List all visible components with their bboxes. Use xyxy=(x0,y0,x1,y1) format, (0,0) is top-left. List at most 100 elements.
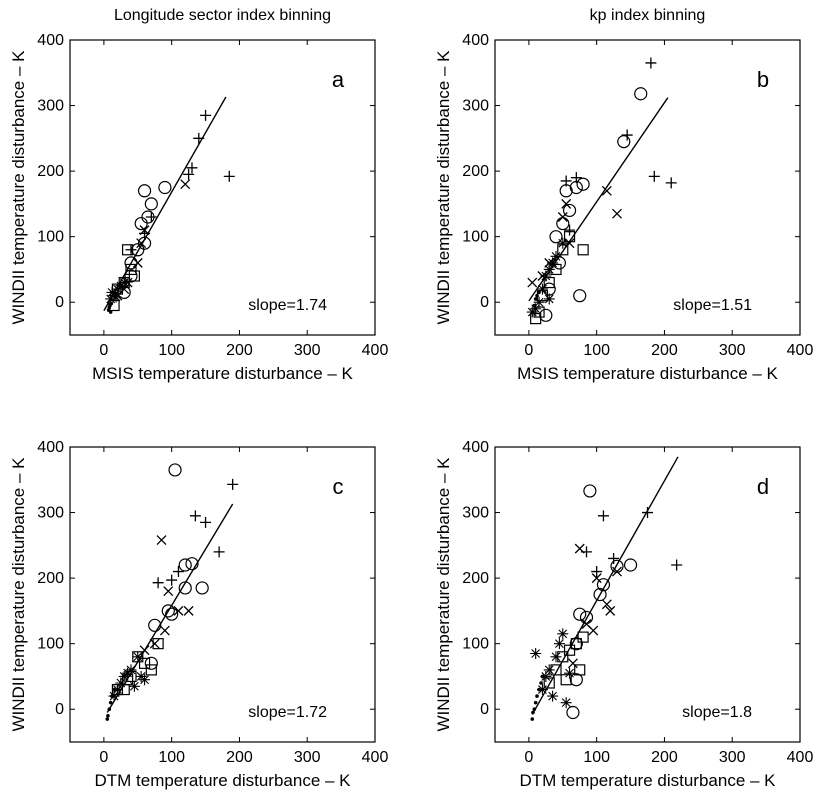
data-point-square xyxy=(138,657,151,669)
data-point-star xyxy=(540,670,552,682)
data-point-circle xyxy=(144,656,158,670)
x-tick-label: 400 xyxy=(362,342,389,359)
data-point-circle xyxy=(610,559,624,573)
data-point-square xyxy=(536,290,549,302)
panel-c: 0 100 200 300 400 0 100 200 300 400 DTM temperatur… xyxy=(9,439,388,790)
x-tick-label: 0 xyxy=(524,749,533,766)
data-point-square xyxy=(132,651,144,663)
x-tick-label: 200 xyxy=(226,342,253,359)
data-point-circle xyxy=(124,256,138,270)
series-x xyxy=(139,535,194,656)
x-tick-label: 400 xyxy=(787,342,814,359)
data-point-x xyxy=(122,277,133,288)
data-point-square xyxy=(145,664,157,676)
y-tick-label: 200 xyxy=(462,163,489,180)
axes-box xyxy=(69,446,376,743)
data-point-plus xyxy=(200,516,212,528)
data-point-star xyxy=(118,277,130,289)
data-point-circle xyxy=(185,557,199,571)
data-point-circle xyxy=(556,216,570,231)
data-point-circle xyxy=(539,308,553,322)
x-tick-label: 200 xyxy=(651,749,678,766)
data-point-circle xyxy=(566,705,580,720)
x-tick-label: 0 xyxy=(99,749,108,766)
data-point-square xyxy=(125,670,137,683)
data-point-circle xyxy=(137,184,152,198)
x-tick-label: 100 xyxy=(583,749,610,766)
data-point-square xyxy=(550,263,562,276)
series-circle xyxy=(566,484,638,720)
data-point-star xyxy=(115,677,127,689)
data-point-dot xyxy=(533,700,538,705)
data-point-plus xyxy=(570,172,582,184)
data-point-square xyxy=(577,631,589,643)
data-point-circle xyxy=(617,135,631,149)
data-point-square xyxy=(563,644,576,656)
series-square xyxy=(543,631,589,689)
data-point-star xyxy=(553,638,565,650)
data-point-star xyxy=(108,690,120,702)
data-point-circle xyxy=(148,618,162,632)
data-point-x xyxy=(612,208,622,219)
data-point-dot xyxy=(108,310,113,314)
x-tick-label: 400 xyxy=(787,749,814,766)
y-axis-label: WINDII temperature disturbance – K xyxy=(9,457,28,732)
data-point-plus xyxy=(581,546,592,558)
data-point-square xyxy=(152,638,164,650)
data-point-x xyxy=(605,605,616,616)
data-point-square xyxy=(570,638,582,650)
data-point-circle xyxy=(593,587,607,602)
data-point-star xyxy=(547,690,559,702)
data-point-plus xyxy=(591,566,603,578)
data-point-star xyxy=(530,303,542,315)
data-point-plus xyxy=(183,168,195,180)
data-point-star xyxy=(543,664,555,676)
data-point-x xyxy=(173,605,184,616)
data-point-x xyxy=(149,638,160,649)
data-point-star xyxy=(530,648,542,659)
data-point-star xyxy=(139,674,151,686)
data-point-circle xyxy=(569,637,583,651)
data-point-x xyxy=(183,605,194,616)
data-point-x xyxy=(156,535,167,546)
data-point-star xyxy=(557,628,569,640)
data-point-plus xyxy=(560,175,572,187)
data-point-star xyxy=(536,684,548,696)
data-point-star xyxy=(132,651,144,663)
panel-d: 0 100 200 300 400 0 100 200 300 400 DTM temperatur… xyxy=(434,439,813,790)
data-point-plus xyxy=(223,170,235,182)
data-point-square xyxy=(125,263,137,276)
data-point-circle xyxy=(573,607,587,621)
series-star xyxy=(530,628,576,709)
x-tick-label: 300 xyxy=(294,749,321,766)
y-tick-label: 100 xyxy=(37,636,64,653)
slope-annotation: slope=1.51 xyxy=(673,297,752,314)
data-point-plus xyxy=(645,57,657,69)
panel-title: Longitude sector index binning xyxy=(114,7,331,24)
y-tick-label: 200 xyxy=(37,163,64,180)
x-tick-label: 300 xyxy=(719,342,746,359)
data-point-x xyxy=(567,658,578,669)
axes-box xyxy=(494,446,801,743)
x-tick-label: 100 xyxy=(158,749,185,766)
y-tick-label: 100 xyxy=(462,636,489,653)
data-point-plus xyxy=(621,129,633,141)
data-point-star xyxy=(543,263,555,275)
data-point-dot xyxy=(109,301,114,306)
panel-letter: d xyxy=(757,474,769,499)
data-point-plus xyxy=(227,478,239,490)
data-point-star xyxy=(543,293,555,305)
data-point-x xyxy=(561,198,572,209)
y-tick-label: 400 xyxy=(37,32,64,49)
y-tick-label: 400 xyxy=(462,439,489,456)
data-point-dot xyxy=(105,717,110,721)
data-point-star xyxy=(550,250,562,262)
data-point-x xyxy=(588,625,599,636)
x-axis-label: MSIS temperature disturbance – K xyxy=(92,364,353,383)
data-point-x xyxy=(132,257,143,268)
x-tick-label: 100 xyxy=(158,342,185,359)
y-tick-label: 400 xyxy=(462,32,489,49)
data-point-dot xyxy=(535,694,539,698)
data-point-circle xyxy=(178,558,192,572)
